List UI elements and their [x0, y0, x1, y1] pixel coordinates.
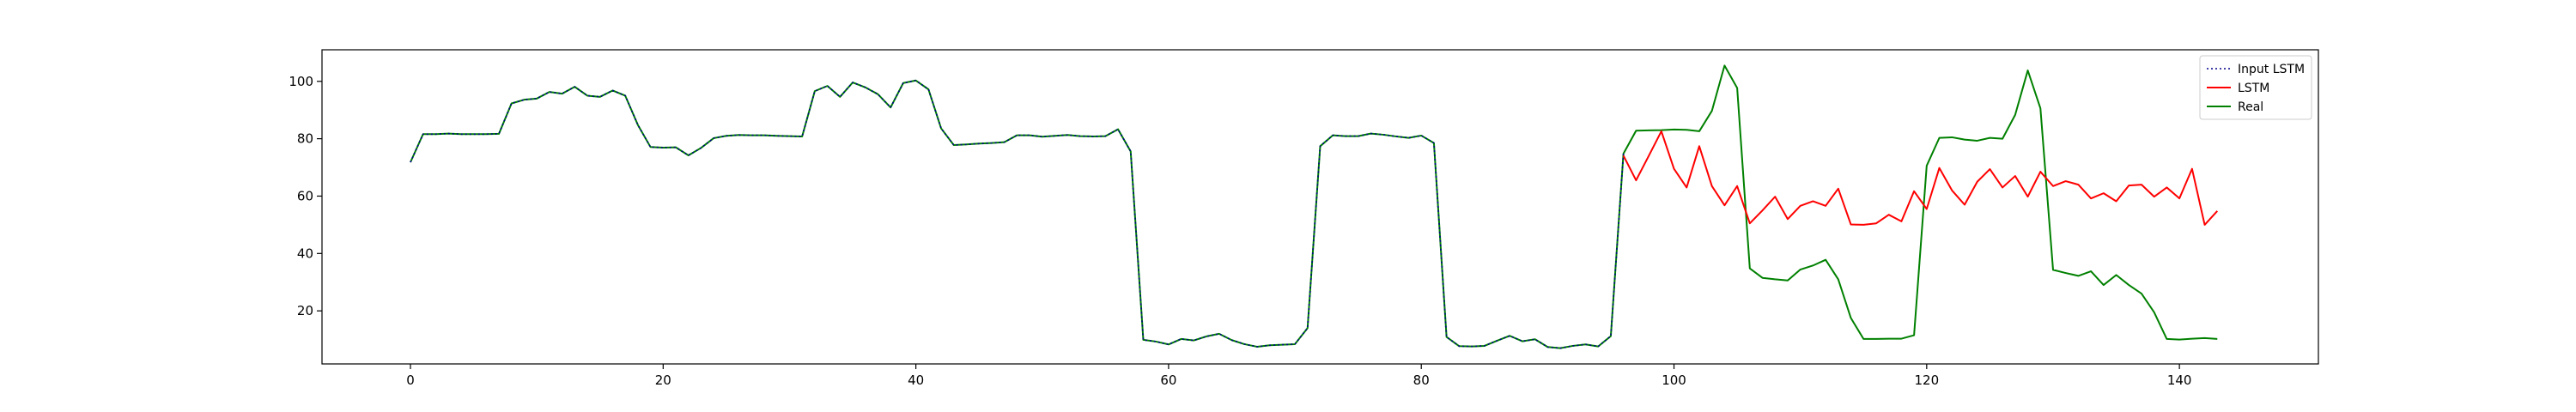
series-line-real: [410, 64, 2218, 349]
legend-box: [2199, 55, 2312, 120]
x-tick-label: 20: [655, 373, 671, 388]
y-tick-label: 60: [297, 188, 313, 203]
x-tick-label: 80: [1413, 373, 1430, 388]
axes-frame: [321, 49, 2319, 365]
legend-label: LSTM: [2238, 82, 2269, 95]
axes: 0 20 40 60 80 100 120 140 20 40 60 80 100: [289, 74, 2191, 388]
x-tick-label: 120: [1915, 373, 1940, 388]
series-lines: [410, 64, 2219, 349]
series-line-lstm: [1622, 130, 2219, 226]
x-tick-label: 40: [908, 373, 924, 388]
y-tick-label: 80: [297, 131, 313, 147]
plot-area: [322, 50, 2318, 364]
y-tick-label: 40: [297, 245, 313, 261]
x-tick-label: 0: [406, 373, 415, 388]
legend: Input LSTM LSTM Real: [2199, 55, 2312, 120]
x-tick-label: 140: [2167, 373, 2192, 388]
legend-label: Input LSTM: [2238, 63, 2305, 76]
series-line-input-lstm: [410, 79, 1625, 349]
legend-label: Real: [2238, 100, 2263, 114]
y-tick-label: 100: [289, 74, 313, 89]
x-tick-label: 60: [1160, 373, 1176, 388]
x-tick-label: 100: [1662, 373, 1686, 388]
y-tick-label: 20: [297, 303, 313, 318]
